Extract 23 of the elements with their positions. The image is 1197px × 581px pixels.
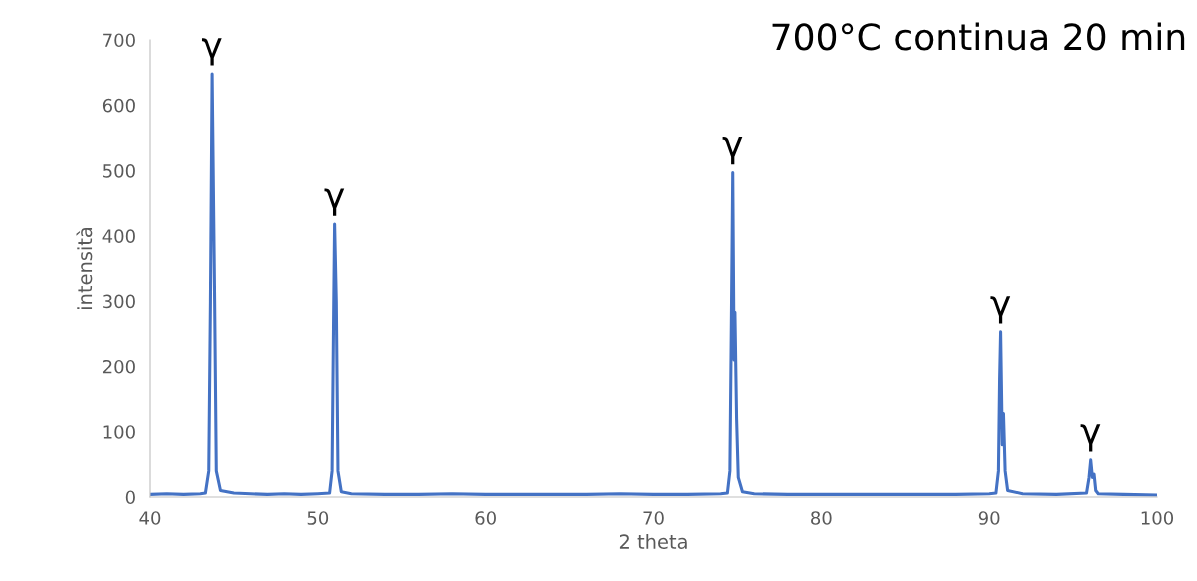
y-tick-label: 300 [103,294,135,309]
x-tick-label: 40 [139,511,161,525]
y-tick-label: 600 [102,98,135,113]
annotation: γ [324,188,345,216]
y-tick-label: 700 [103,33,135,48]
chart-title: 700°C continua 20 min [772,22,1185,51]
x-tick-label: 70 [643,511,664,525]
y-tick-label: 100 [103,425,135,439]
x-tick-label: 60 [475,511,496,525]
annotation: γ [1080,424,1101,452]
x-tick-label: 90 [978,511,1000,525]
annotation: γ [990,296,1011,324]
x-axis-title: 2 theta [619,533,687,549]
annotation: γ [722,136,743,165]
y-tick-label: 0 [125,490,135,505]
y-axis-title: intensità [76,227,93,310]
x-tick-label: 100 [1141,511,1174,525]
y-tick-label: 200 [102,359,135,374]
x-tick-label: 80 [811,511,832,525]
y-tick-label: 400 [102,229,135,243]
y-tick-label: 500 [103,164,135,178]
x-tick-label: 50 [307,511,329,525]
annotation: γ [201,38,222,66]
